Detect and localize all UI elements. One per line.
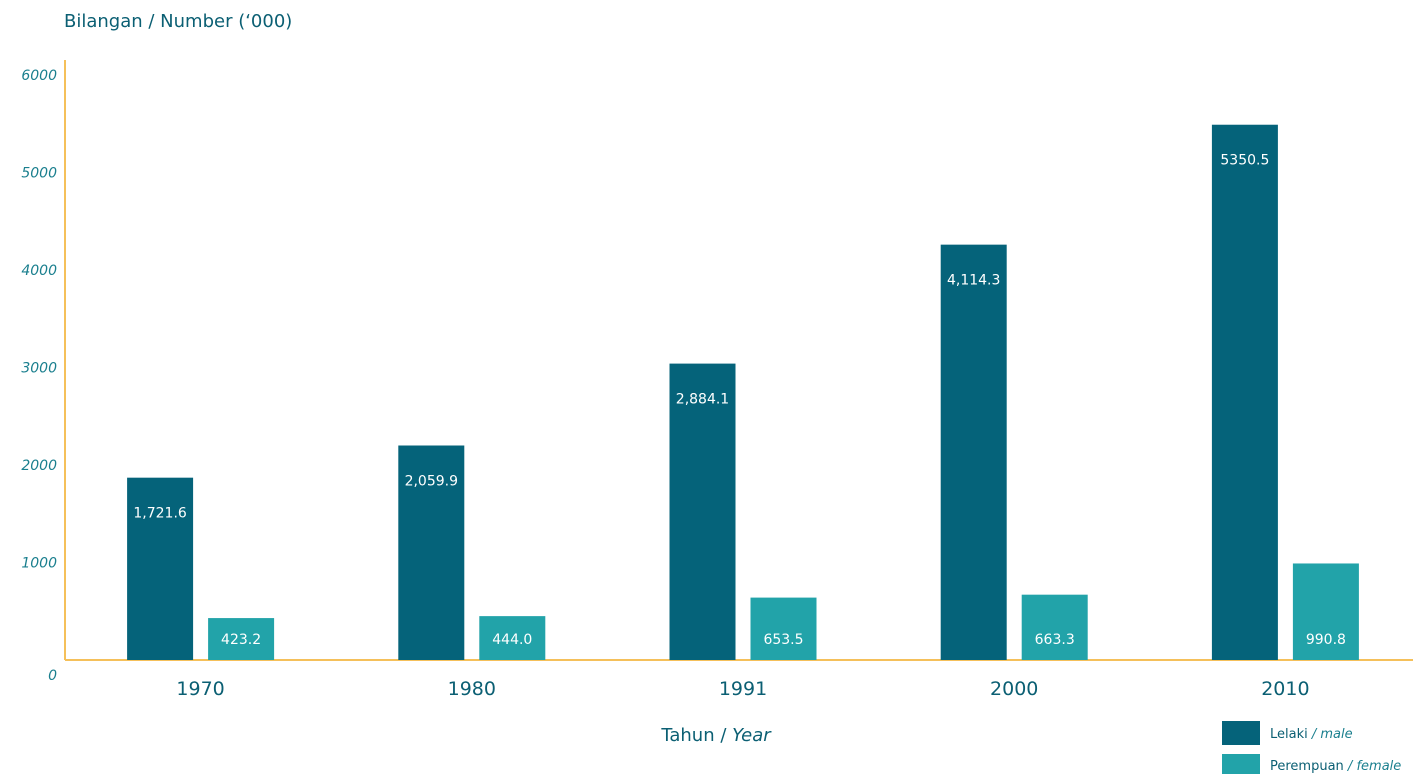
legend-name-female: Perempuan [1270,759,1344,774]
y-tick-label: 4000 [21,263,57,279]
y-tick-label: 0 [48,668,57,684]
bar-male-2010 [1211,124,1278,661]
data-label-female-1991: 653.5 [763,632,803,648]
x-tick-label: 2010 [1261,678,1309,700]
x-axis-title-main: Tahun [660,725,714,746]
x-axis-ticks: 1970 1980 1991 2000 2010 [176,678,1309,700]
bar-female-2010 [1292,563,1359,660]
legend-name-male: Lelaki [1270,727,1308,742]
x-axis-title-sep: / [715,725,733,746]
y-axis-ticks: 0 1000 2000 3000 4000 5000 6000 [21,68,57,684]
legend: Lelaki / male Perempuan / female [1222,721,1401,774]
x-axis-title-alt: Year [732,725,772,746]
y-tick-label: 5000 [21,166,57,182]
legend-swatch-female [1222,754,1260,774]
data-label-male-2000: 4,114.3 [947,273,1000,289]
x-tick-label: 2000 [990,678,1038,700]
bars-group: 1,721.6 423.2 2,059.9 444.0 2,884.1 653.5 4,11… [127,124,1359,661]
legend-alt-male: male [1320,727,1352,742]
legend-alt-female: female [1356,759,1401,774]
bar-female-1980 [479,616,546,660]
y-tick-label: 1000 [21,556,57,572]
data-label-female-2000: 663.3 [1035,632,1075,648]
y-tick-label: 3000 [21,361,57,377]
bar-female-1991 [750,597,817,660]
bar-male-2000 [940,244,1007,660]
data-label-male-1970: 1,721.6 [133,506,187,522]
data-label-male-1980: 2,059.9 [405,474,458,490]
x-tick-label: 1970 [176,678,224,700]
bar-male-1991 [669,363,736,660]
x-axis-title: Tahun / Year [660,725,772,746]
data-label-female-1980: 444.0 [492,632,532,648]
bar-male-1980 [398,445,465,660]
y-tick-label: 2000 [21,458,57,474]
x-tick-label: 1991 [719,678,767,700]
data-label-female-1970: 423.2 [221,632,261,648]
data-label-male-2010: 5350.5 [1220,153,1269,169]
y-axis-title: Bilangan / Number (‘000) [64,11,292,32]
legend-sep-male: / [1308,727,1321,742]
bar-male-1970 [127,477,194,660]
legend-label-male: Lelaki / male [1270,727,1353,742]
legend-swatch-male [1222,721,1260,745]
y-tick-label: 6000 [21,68,57,84]
x-tick-label: 1980 [448,678,496,700]
legend-sep-female: / [1344,759,1357,774]
bar-female-2000 [1021,594,1088,660]
data-label-female-2010: 990.8 [1306,632,1346,648]
data-label-male-1991: 2,884.1 [676,392,729,408]
legend-label-female: Perempuan / female [1270,759,1401,774]
bar-female-1970 [208,618,275,660]
